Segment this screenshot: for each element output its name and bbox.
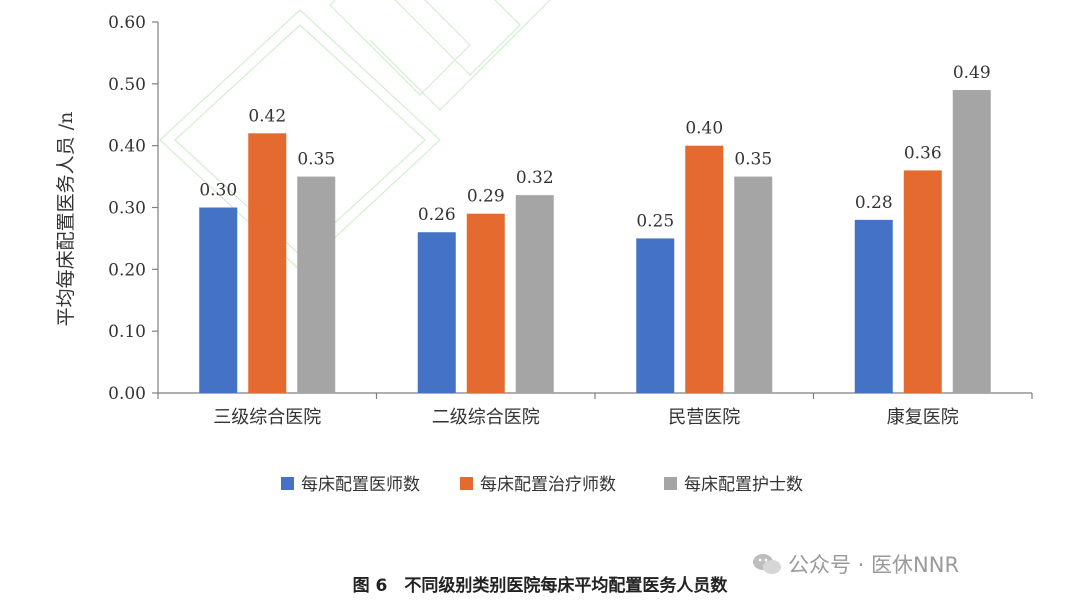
y-axis-label: 平均每床配置医务人员 /n bbox=[55, 112, 77, 327]
y-tick-label: 0.30 bbox=[108, 199, 146, 219]
bar bbox=[297, 176, 336, 393]
data-label: 0.25 bbox=[636, 211, 674, 231]
bar bbox=[952, 90, 991, 394]
x-tick-label: 二级综合医院 bbox=[432, 407, 540, 428]
data-label: 0.32 bbox=[516, 168, 554, 188]
bars bbox=[199, 90, 991, 394]
bar bbox=[734, 176, 773, 393]
data-label: 0.40 bbox=[685, 119, 723, 139]
x-tick-label: 康复医院 bbox=[887, 407, 959, 428]
data-label: 0.30 bbox=[199, 181, 237, 201]
legend-swatch bbox=[281, 477, 294, 490]
bar bbox=[417, 232, 456, 393]
data-label: 0.35 bbox=[734, 150, 772, 170]
watermark-text: 公众号 · 医休NNR bbox=[788, 553, 960, 577]
figure-caption: 图 6 不同级别类别医院每床平均配置医务人员数 bbox=[352, 576, 728, 596]
x-tick-labels: 三级综合医院 二级综合医院 民营医院 康复医院 bbox=[213, 407, 959, 428]
bar bbox=[854, 219, 893, 393]
data-label: 0.26 bbox=[418, 205, 456, 225]
y-tick-label: 0.60 bbox=[108, 13, 146, 33]
x-tick-label: 三级综合医院 bbox=[213, 407, 321, 428]
wechat-icon bbox=[752, 552, 782, 576]
data-label: 0.35 bbox=[297, 150, 335, 170]
bar bbox=[636, 238, 675, 393]
legend-swatch bbox=[460, 477, 473, 490]
legend: 每床配置医师数 每床配置治疗师数 每床配置护士数 bbox=[281, 475, 803, 495]
bar bbox=[199, 207, 238, 393]
data-labels: 0.30 0.42 0.35 0.26 0.29 0.32 0.25 0.40 0.35 0.28… bbox=[199, 63, 990, 231]
y-tick-label: 0.10 bbox=[108, 322, 146, 342]
legend-label: 每床配置医师数 bbox=[301, 475, 420, 495]
data-label: 0.36 bbox=[904, 143, 942, 163]
bar bbox=[903, 170, 942, 393]
data-label: 0.42 bbox=[248, 106, 286, 126]
bar bbox=[685, 145, 724, 393]
bar bbox=[248, 133, 287, 394]
legend-swatch bbox=[664, 477, 677, 490]
y-tick-label: 0.00 bbox=[108, 384, 146, 404]
y-tick-label: 0.20 bbox=[108, 260, 146, 280]
data-label: 0.49 bbox=[953, 63, 991, 83]
wechat-watermark: 公众号 · 医休NNR bbox=[752, 549, 959, 579]
data-label: 0.28 bbox=[855, 193, 893, 213]
bar bbox=[466, 213, 505, 393]
x-tick-label: 民营医院 bbox=[668, 407, 740, 428]
data-label: 0.29 bbox=[467, 187, 505, 207]
bar bbox=[515, 195, 554, 393]
y-tick-label: 0.40 bbox=[108, 137, 146, 157]
y-tick-label: 0.50 bbox=[108, 75, 146, 95]
legend-label: 每床配置治疗师数 bbox=[480, 475, 616, 495]
legend-label: 每床配置护士数 bbox=[684, 475, 803, 495]
axes: 0.00 0.10 0.20 0.30 0.40 0.50 0.60 bbox=[108, 13, 1033, 404]
